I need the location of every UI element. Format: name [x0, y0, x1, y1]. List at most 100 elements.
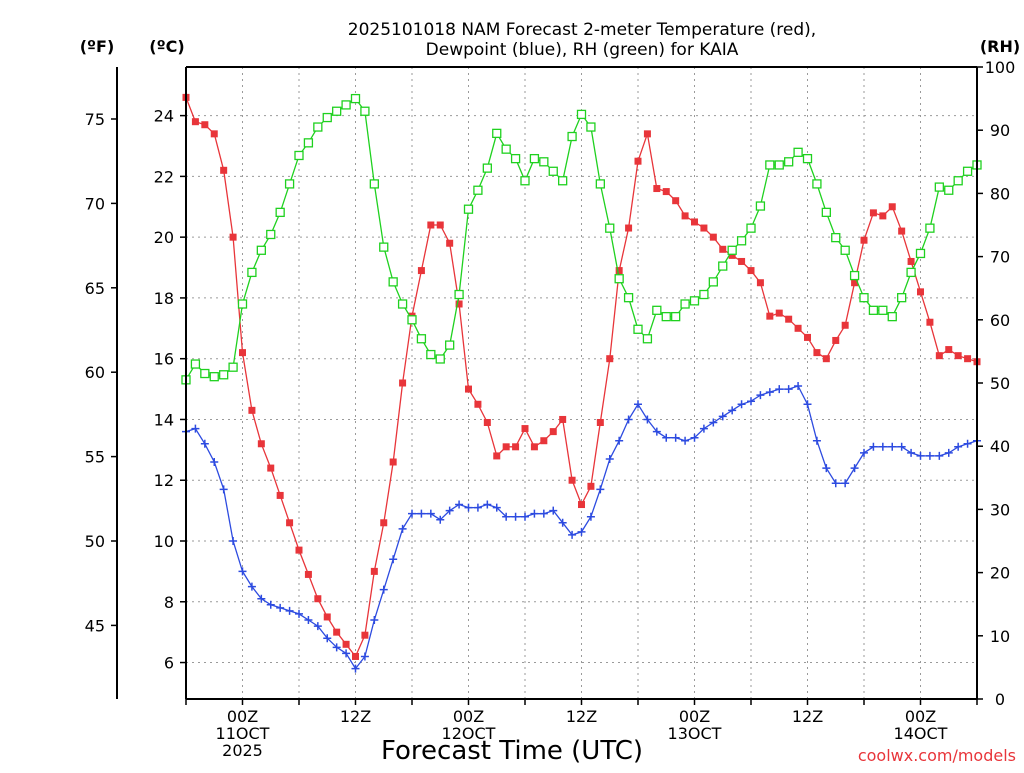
dewpoint-point: [878, 442, 887, 451]
temperature-point: [672, 197, 680, 205]
dewpoint-point: [831, 479, 840, 488]
temperature-point: [738, 257, 746, 265]
temperature-point: [606, 355, 614, 363]
temperature-point: [954, 352, 962, 360]
temperature-point: [869, 209, 877, 217]
temperature-point: [945, 346, 953, 354]
temperature-point: [747, 267, 755, 275]
rh-point: [925, 223, 935, 233]
dewpoint-point: [812, 436, 821, 445]
temperature-point: [719, 245, 727, 253]
temperature-point: [493, 452, 501, 460]
dewpoint-point: [822, 464, 831, 473]
temperature-point: [361, 631, 369, 639]
rh-point: [567, 131, 577, 142]
rh-point: [878, 305, 888, 315]
dewpoint-point: [238, 567, 247, 576]
dewpoint-point: [643, 415, 652, 424]
x-tick-label: 11OCT: [216, 724, 270, 743]
rh-point: [463, 204, 474, 214]
dewpoint-point: [360, 652, 369, 661]
dewpoint-point: [765, 388, 774, 397]
rh-point: [699, 289, 709, 300]
temperature-point: [926, 318, 934, 326]
dewpoint-point: [737, 400, 746, 409]
dewpoint-point: [492, 503, 501, 512]
dewpoint-point: [850, 464, 859, 473]
dewpoint-point: [379, 585, 388, 594]
temperature-point: [964, 355, 972, 363]
dewpoint-point: [775, 385, 784, 394]
dewpoint-point: [558, 518, 567, 527]
temperature-point: [804, 333, 811, 341]
temperature-point: [578, 501, 585, 509]
dewpoint-point: [662, 433, 671, 442]
dewpoint-point: [276, 603, 285, 612]
temperature-point: [389, 458, 397, 466]
rh-point: [887, 311, 897, 322]
rh-point: [529, 153, 540, 164]
temperature-point: [681, 212, 689, 220]
dewpoint-point: [690, 433, 699, 442]
celsius-tick-label: 24: [154, 107, 174, 126]
temperature-point: [559, 415, 567, 423]
temperature-point: [691, 218, 698, 226]
rh-point: [350, 93, 361, 104]
dewpoint-point: [634, 400, 642, 409]
temperature-point: [709, 233, 717, 241]
dewpoint-point: [483, 500, 492, 509]
rh-tick-label: 20: [990, 564, 1010, 583]
dewpoint-point: [718, 412, 727, 421]
temperature-point: [568, 476, 576, 484]
rh-tick-label: 30: [990, 500, 1010, 519]
dewpoint-point: [549, 506, 558, 515]
dewpoint-point: [295, 609, 303, 618]
chart-title-line-2: Dewpoint (blue), RH (green) for KAIA: [426, 40, 739, 60]
rh-point: [237, 299, 248, 309]
temperature-point: [267, 464, 275, 472]
rh-point: [595, 179, 605, 189]
credit-label: coolwx.com/models: [858, 746, 1016, 765]
temperature-point: [775, 309, 783, 317]
dewpoint-point: [332, 643, 341, 652]
temperature-point: [502, 443, 510, 451]
fahrenheit-tick-label: 60: [85, 363, 105, 382]
fahrenheit-tick-label: 70: [85, 194, 105, 213]
temperature-point: [342, 640, 350, 648]
dewpoint-point: [191, 424, 200, 433]
rh-point: [473, 185, 483, 195]
rh-point: [219, 370, 229, 380]
dewpoint-point: [709, 418, 718, 427]
temperature-point: [465, 385, 472, 393]
temperature-point: [879, 212, 887, 220]
rh-point: [558, 176, 568, 186]
rh-tick-label: 0: [995, 690, 1005, 709]
temperature-point: [860, 236, 868, 244]
dewpoint-point: [671, 433, 680, 442]
temperature-point: [935, 352, 943, 360]
dewpoint-point: [841, 479, 850, 488]
dewpoint-point: [473, 503, 482, 512]
rh-tick-label: 80: [990, 184, 1010, 203]
rh-point: [671, 311, 681, 322]
rh-point: [755, 201, 766, 211]
dewpoint-point: [888, 442, 897, 451]
dewpoint-point: [351, 664, 360, 673]
rh-point: [520, 176, 530, 186]
rh-point: [623, 293, 634, 303]
series-dewpoint: [182, 382, 981, 673]
rh-point: [605, 223, 615, 233]
temperature-point: [643, 130, 651, 138]
dewpoint-point: [897, 442, 906, 451]
temperature-point: [587, 482, 595, 490]
x-tick-label: 12Z: [566, 707, 597, 726]
temperature-point: [766, 312, 774, 320]
temperature-point: [653, 185, 661, 193]
rh-point: [784, 157, 794, 167]
temperature-point: [333, 628, 341, 636]
x-tick-label: 00Z: [905, 707, 936, 726]
fahrenheit-tick-label: 55: [85, 448, 105, 467]
celsius-tick-label: 20: [154, 228, 174, 247]
temperature-point: [304, 570, 312, 578]
celsius-tick-label: 14: [154, 410, 174, 429]
